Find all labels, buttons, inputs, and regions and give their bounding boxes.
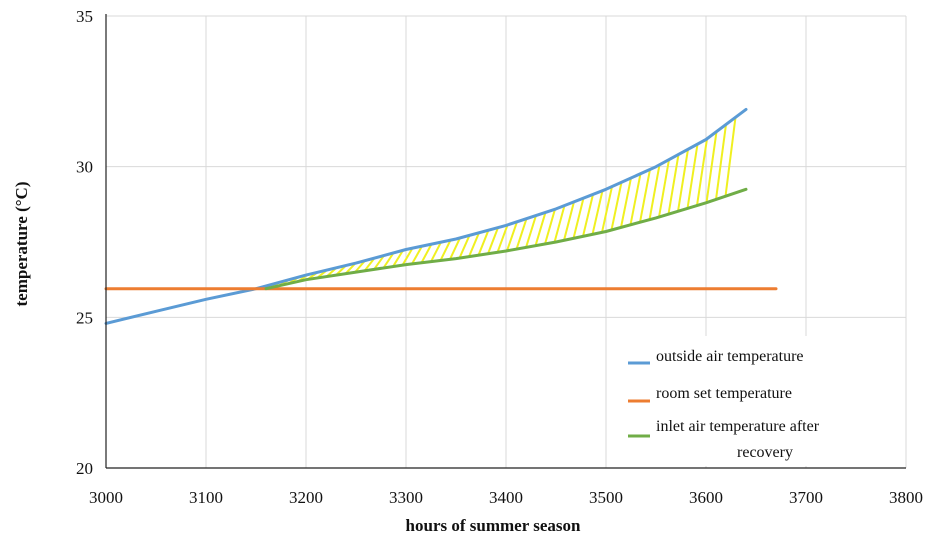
hatch-line [629,173,642,226]
hatch-line [620,177,632,228]
hatch-line [544,208,556,245]
hatch-line [392,249,404,268]
hatch-line [610,182,623,231]
y-tick-label-30: 30 [76,158,93,177]
x-tick-label-3400: 3400 [489,488,523,507]
hatch-line [449,237,461,260]
hatch-line [382,252,395,269]
x-tick-label-3500: 3500 [589,488,623,507]
y-tick-label-25: 25 [76,308,93,327]
hatch-line [677,149,689,212]
x-axis-label: hours of summer season [406,516,581,535]
tick-labels: 3000 3100 3200 3300 3400 3500 3600 3700 3800 20 25… [76,7,923,507]
hatch-line [724,117,737,197]
series-lines [104,107,778,325]
hatch-line [696,138,708,206]
hatch-line [477,229,490,256]
hatch-line [525,215,537,248]
hatch-line [487,227,499,255]
hatch-line [439,239,452,261]
x-tick-label-3700: 3700 [789,488,823,507]
hatch-line [582,194,594,237]
legend-label-inlet-air-temperature-after-recovery: inlet air temperature after [656,418,820,435]
hatch-line [534,212,547,246]
hatch-line [715,124,727,200]
hatch-line [686,144,699,209]
hatch-line [506,221,518,252]
hatch-line [363,257,376,272]
hatch-line [667,154,680,215]
axes [105,14,906,469]
hatch-line [496,224,509,253]
x-tick-label-3000: 3000 [89,488,123,507]
legend: outside air temperature room set temperat… [612,336,880,466]
legend-label-room-set-temperature: room set temperature [656,385,792,402]
x-tick-label-3800: 3800 [889,488,923,507]
hatch-line [420,243,433,264]
hatch-line [411,245,423,265]
x-tick-label-3600: 3600 [689,488,723,507]
hatch-line [639,169,651,223]
x-tick-label-3100: 3100 [189,488,223,507]
hatch-line [553,205,566,243]
hatch-line [648,164,661,220]
legend-label-outside-air-temperature: outside air temperature [656,348,804,365]
hatch-line [468,232,480,258]
hatch-line [515,218,528,250]
hatch-line [373,254,385,271]
hatch-line [401,247,414,266]
hatch-line [658,159,670,218]
y-tick-label-20: 20 [76,459,93,478]
hatch-line [601,186,613,233]
hatch-line [572,197,585,239]
x-tick-label-3300: 3300 [389,488,423,507]
legend-label-inlet-air-temperature-after-recovery: recovery [737,444,793,461]
legend-background [612,336,880,466]
hatch-line [591,190,604,235]
y-tick-label-35: 35 [76,7,93,26]
hatch-line [563,201,575,241]
hatch-line [705,131,718,203]
y-axis-label: temperature (°C) [12,182,31,307]
series-line-outside-air-temperature [104,107,748,325]
x-tick-label-3200: 3200 [289,488,323,507]
hatch-line [430,241,442,263]
series-line-inlet-air-temperature-after-recovery [264,187,748,291]
hatch-line [458,234,471,259]
hatched-recovery-region [265,117,737,290]
